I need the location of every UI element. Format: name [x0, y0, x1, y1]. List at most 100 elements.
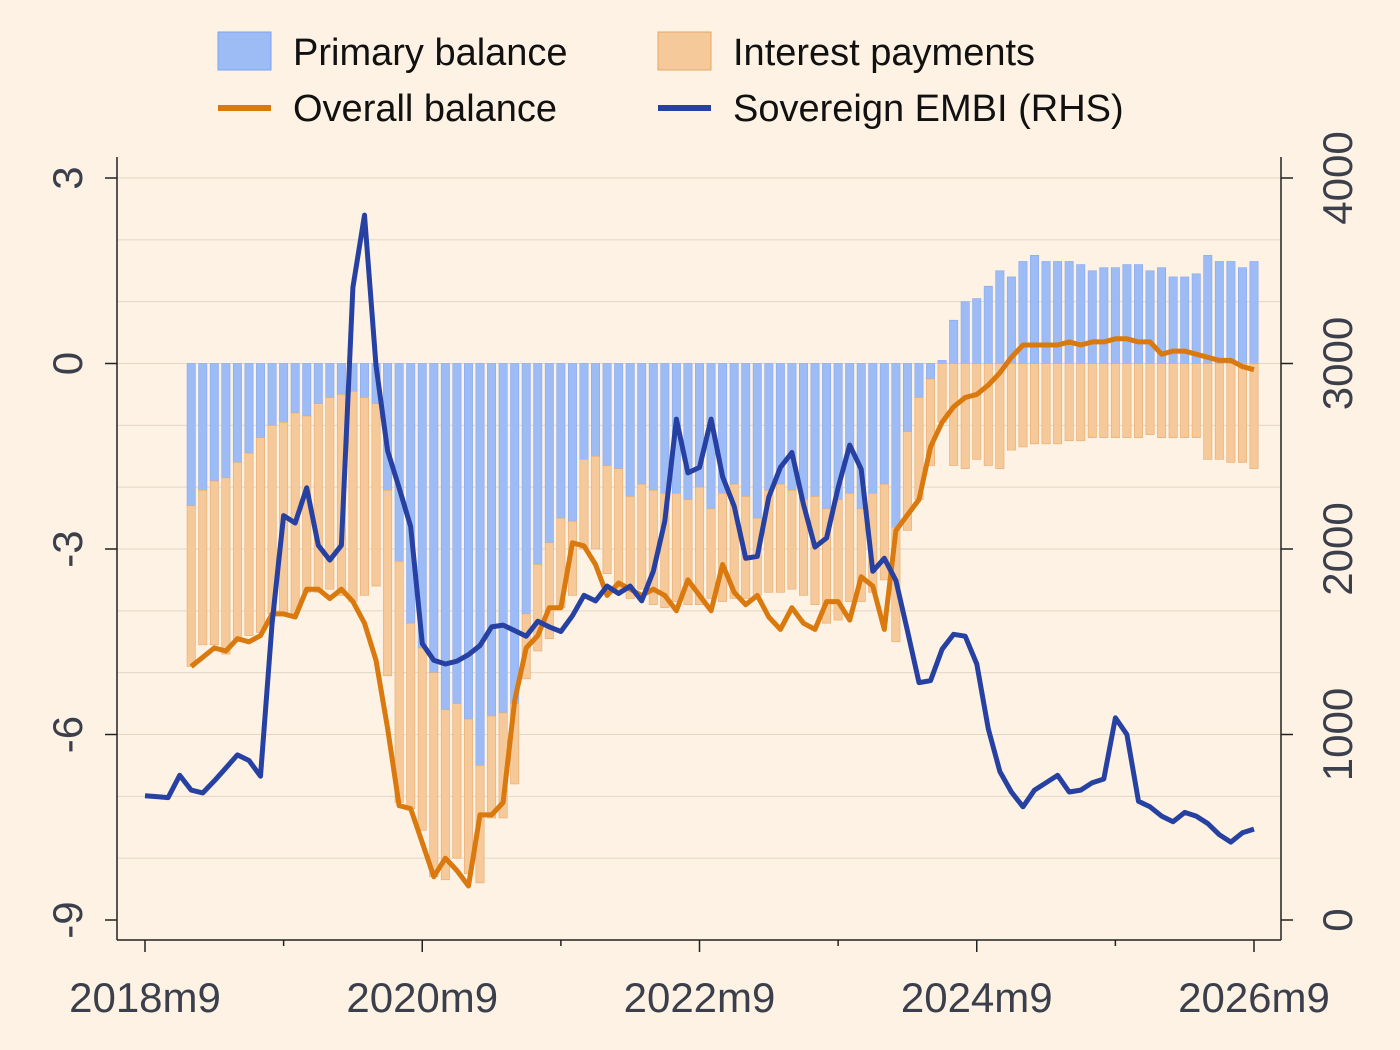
interest-payments-bar [1087, 363, 1097, 438]
right-tick-label: 0 [1314, 908, 1361, 931]
interest-payments-bar [671, 493, 681, 602]
interest-payments-bar [591, 455, 600, 550]
interest-payments-bar [487, 715, 497, 819]
interest-payments-bar [406, 622, 416, 810]
interest-payments-bar [1157, 363, 1167, 438]
primary-balance-bar [799, 363, 808, 500]
interest-payments-bar [1122, 363, 1132, 438]
primary-balance-bar [983, 285, 993, 364]
x-tick-label: 2026m9 [1178, 974, 1330, 1021]
primary-balance-bar [556, 363, 566, 519]
interest-payments-bar [1249, 363, 1259, 469]
x-tick-label: 2020m9 [346, 974, 498, 1021]
left-tick-label: 0 [44, 352, 91, 375]
primary-balance-bar [1226, 261, 1236, 364]
primary-balance-bar [1122, 264, 1132, 364]
primary-balance-bar [602, 363, 612, 466]
primary-balance-bar [1053, 261, 1063, 364]
primary-balance-bar [440, 363, 450, 711]
primary-balance-bar [972, 298, 982, 364]
primary-balance-bar [267, 363, 277, 426]
interest-payments-bar [544, 542, 554, 639]
legend-label-primary: Primary balance [293, 32, 568, 74]
left-tick-label: 3 [44, 166, 91, 189]
primary-balance-bar [452, 363, 462, 704]
interest-payments-bar [1064, 363, 1074, 442]
primary-balance-bar [729, 363, 739, 485]
primary-balance-bar [463, 363, 473, 720]
interest-payments-bar [983, 363, 993, 466]
primary-balance-bar [325, 363, 335, 398]
primary-balance-bar [868, 363, 878, 494]
interest-payments-bar [186, 505, 196, 667]
primary-balance-bar [648, 363, 658, 491]
primary-balance-bar [902, 363, 912, 432]
interest-payments-bar [1237, 363, 1247, 463]
interest-payments-bar [902, 431, 912, 531]
right-tick-label: 4000 [1314, 131, 1361, 224]
interest-payments-bar [394, 561, 404, 803]
sovereign-embi-line [144, 212, 1255, 845]
primary-balance-bar [949, 319, 959, 364]
interest-payments-bar [787, 489, 797, 590]
primary-balance-bar [926, 363, 936, 380]
interest-payments-bar [937, 363, 947, 423]
interest-payments-bar [660, 493, 670, 609]
interest-payments-bar [625, 496, 635, 599]
primary-balance-bar [256, 363, 265, 438]
primary-balance-bar [209, 363, 219, 482]
primary-balance-bar [1076, 264, 1086, 364]
interest-payments-bar [1030, 363, 1039, 445]
primary-balance-bar [394, 363, 404, 562]
primary-balance-bar [1203, 254, 1213, 364]
interest-payments-bar [1180, 363, 1190, 438]
interest-payments-bar [1006, 363, 1016, 451]
interest-payments-bar [440, 709, 450, 881]
primary-balance-bar [1064, 261, 1074, 364]
interest-payments-bar [833, 499, 843, 621]
interest-payments-bar [1110, 363, 1120, 438]
interest-payments-bar [614, 468, 624, 590]
interest-payments-bar [729, 483, 739, 599]
primary-balance-bar [822, 363, 832, 510]
legend-label-overall: Overall balance [293, 88, 557, 130]
interest-payments-bar [463, 718, 473, 874]
primary-balance-bar [232, 363, 242, 463]
primary-balance-bar [1191, 273, 1201, 364]
interest-payments-bar [1145, 363, 1155, 435]
primary-balance-bar [1145, 270, 1155, 364]
x-tick-label: 2022m9 [624, 974, 776, 1021]
gridlines [117, 177, 1281, 859]
interest-payments-bar [856, 508, 866, 602]
primary-balance-bar [625, 363, 635, 497]
primary-balance-bar [1110, 267, 1120, 364]
primary-balance-bar [1134, 264, 1143, 364]
primary-balance-bar [360, 363, 369, 398]
interest-payments-bar [1041, 363, 1051, 445]
interest-payments-bar [256, 437, 265, 633]
primary-balance-bar [591, 363, 600, 457]
primary-balance-bar [845, 363, 855, 494]
primary-balance-bar [937, 360, 947, 364]
interest-payments-bar [221, 477, 231, 655]
interest-payments-bar [810, 496, 820, 605]
primary-balance-bar [429, 363, 439, 673]
interest-payments-bar [533, 564, 543, 652]
interest-payments-bar [371, 403, 381, 587]
interest-payments-bar [960, 363, 970, 469]
interest-payments-bar [383, 489, 393, 677]
primary-balance-bar [1041, 261, 1051, 364]
primary-balance-bar [752, 363, 762, 519]
interest-payments-bar [926, 378, 936, 466]
right-axis-ticks: 4000 3000 2000 1000 0 [1281, 131, 1361, 932]
primary-balance-bar [1249, 261, 1259, 364]
interest-payments-bar [198, 489, 208, 646]
interest-payments-bar [602, 465, 612, 575]
primary-balance-bar [1214, 261, 1224, 364]
interest-payments-bar [1203, 363, 1213, 460]
interest-payments-bar [313, 403, 323, 593]
primary-balance-bar [302, 363, 312, 417]
interest-payments-bar [452, 703, 462, 859]
interest-payments-bar [244, 452, 254, 636]
primary-balance-bar [244, 363, 254, 454]
